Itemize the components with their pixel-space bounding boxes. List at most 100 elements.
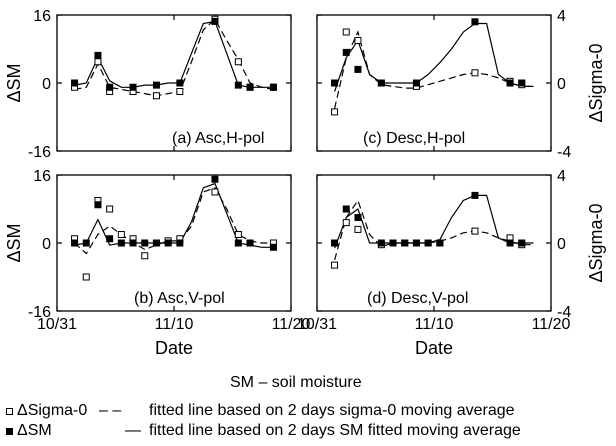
sigma-point bbox=[234, 231, 242, 238]
y-tick-label-right: 0 bbox=[557, 76, 566, 93]
sm-point bbox=[176, 79, 184, 87]
panel-annotation: (d) Desc,V-pol bbox=[367, 290, 468, 307]
sm-point bbox=[129, 83, 137, 91]
sigma-point bbox=[331, 261, 339, 269]
sigma-point bbox=[176, 88, 184, 95]
legend-item-sigma-description: fitted line based on 2 days sigma-0 movi… bbox=[149, 402, 515, 419]
sm-point bbox=[129, 239, 137, 247]
panel-annotation: (b) Asc,V-pol bbox=[134, 290, 225, 307]
panel-c: 4 0 -4 ΔSigma-0 (c) Desc,H-pol bbox=[316, 8, 606, 161]
sm-point bbox=[518, 239, 526, 247]
y-tick-label-right: 4 bbox=[557, 8, 566, 25]
sm-point bbox=[152, 239, 160, 247]
sigma-point bbox=[342, 219, 350, 227]
sigma-fitted-line bbox=[334, 30, 534, 109]
y-tick-label: 0 bbox=[42, 236, 51, 253]
sm-point bbox=[424, 239, 432, 247]
y-axis-title-right: ΔSigma-0 bbox=[586, 43, 606, 122]
y-axis-title-right: ΔSigma-0 bbox=[586, 203, 606, 282]
sm-point bbox=[377, 239, 385, 247]
sigma-point bbox=[117, 231, 125, 238]
y-axis-title: ΔSM bbox=[4, 63, 24, 102]
sigma-point bbox=[106, 205, 114, 213]
legend-title: SM – soil moisture bbox=[230, 374, 362, 391]
legend-open-square-icon bbox=[6, 408, 13, 415]
sm-point bbox=[246, 239, 254, 247]
sm-point bbox=[354, 65, 362, 73]
sm-point bbox=[176, 239, 184, 247]
sm-point bbox=[71, 79, 79, 87]
y-tick-label: 0 bbox=[42, 76, 51, 93]
sm-point bbox=[152, 81, 160, 89]
sigma-point bbox=[354, 225, 362, 233]
x-tick-label: 11/10 bbox=[155, 316, 194, 333]
sm-point bbox=[211, 17, 219, 25]
sigma-point bbox=[331, 108, 339, 116]
x-tick-label: 10/31 bbox=[37, 316, 77, 333]
sm-point bbox=[354, 214, 362, 221]
panel-annotation: (c) Desc,H-pol bbox=[363, 130, 465, 147]
sm-point bbox=[117, 239, 125, 247]
sm-point bbox=[141, 239, 149, 247]
sm-point bbox=[94, 51, 102, 59]
y-tick-label: -16 bbox=[28, 304, 51, 321]
panel-annotation: (a) Asc,H-pol bbox=[172, 130, 264, 147]
y-tick-label: 16 bbox=[33, 168, 51, 185]
y-axis-title: ΔSM bbox=[4, 223, 24, 262]
sm-fitted-line bbox=[334, 22, 534, 92]
x-axis-title: Date bbox=[415, 338, 453, 358]
sm-point bbox=[436, 239, 444, 247]
sigma-point bbox=[471, 227, 479, 235]
sm-point bbox=[401, 239, 409, 247]
legend-filled-square-icon bbox=[6, 428, 13, 435]
sm-point bbox=[106, 235, 114, 243]
y-tick-label: 16 bbox=[33, 8, 51, 25]
sm-point bbox=[412, 79, 420, 87]
y-tick-label-right: 4 bbox=[557, 168, 566, 185]
sigma-point bbox=[94, 58, 102, 66]
sm-point bbox=[234, 81, 242, 89]
sigma-point bbox=[82, 273, 90, 281]
sigma-point bbox=[471, 69, 479, 77]
sm-point bbox=[269, 243, 277, 251]
sm-point bbox=[164, 239, 172, 247]
sm-point bbox=[211, 175, 219, 183]
sm-point bbox=[246, 83, 254, 91]
sm-point bbox=[506, 239, 514, 247]
sm-point bbox=[94, 201, 102, 209]
sm-point bbox=[331, 239, 339, 247]
x-tick-label: 10/31 bbox=[297, 316, 337, 333]
sm-point bbox=[71, 239, 79, 247]
sm-point bbox=[471, 18, 479, 26]
x-tick-label: 11/10 bbox=[415, 316, 454, 333]
legend-solid-line-symbol: — bbox=[125, 422, 141, 439]
x-tick-label: 11/20 bbox=[532, 316, 571, 333]
x-axis-title: Date bbox=[155, 338, 193, 358]
legend-item-sigma-label: ΔSigma-0 bbox=[17, 402, 88, 419]
x-tick-label: 11/20 bbox=[272, 316, 311, 333]
sm-point bbox=[342, 205, 350, 213]
legend-item-sm-description: fitted line based on 2 days SM fitted mo… bbox=[149, 422, 521, 439]
y-tick-label-right: -4 bbox=[557, 304, 571, 321]
sm-fitted-line bbox=[334, 194, 534, 249]
y-tick-label: -16 bbox=[28, 144, 51, 161]
sigma-point bbox=[342, 28, 350, 36]
sm-point bbox=[342, 48, 350, 56]
legend-item-sm-label: ΔSM bbox=[17, 422, 52, 439]
panel-d: 4 0 -4 10/31 11/10 11/20 ΔSigma-0 Date (d) Desc,… bbox=[297, 168, 606, 358]
sigma-point bbox=[152, 92, 160, 100]
sm-point bbox=[269, 83, 277, 91]
sm-point bbox=[82, 239, 90, 247]
sm-point bbox=[471, 191, 479, 199]
sigma-point bbox=[234, 58, 242, 66]
y-tick-label-right: -4 bbox=[557, 144, 571, 161]
sm-point bbox=[389, 239, 397, 247]
y-tick-label-right: 0 bbox=[557, 236, 566, 253]
sigma-fitted-line bbox=[74, 18, 274, 97]
sigma-fitted-line bbox=[334, 199, 534, 261]
sigma-point bbox=[354, 37, 362, 44]
sigma-point bbox=[211, 188, 219, 196]
sm-point bbox=[506, 79, 514, 87]
